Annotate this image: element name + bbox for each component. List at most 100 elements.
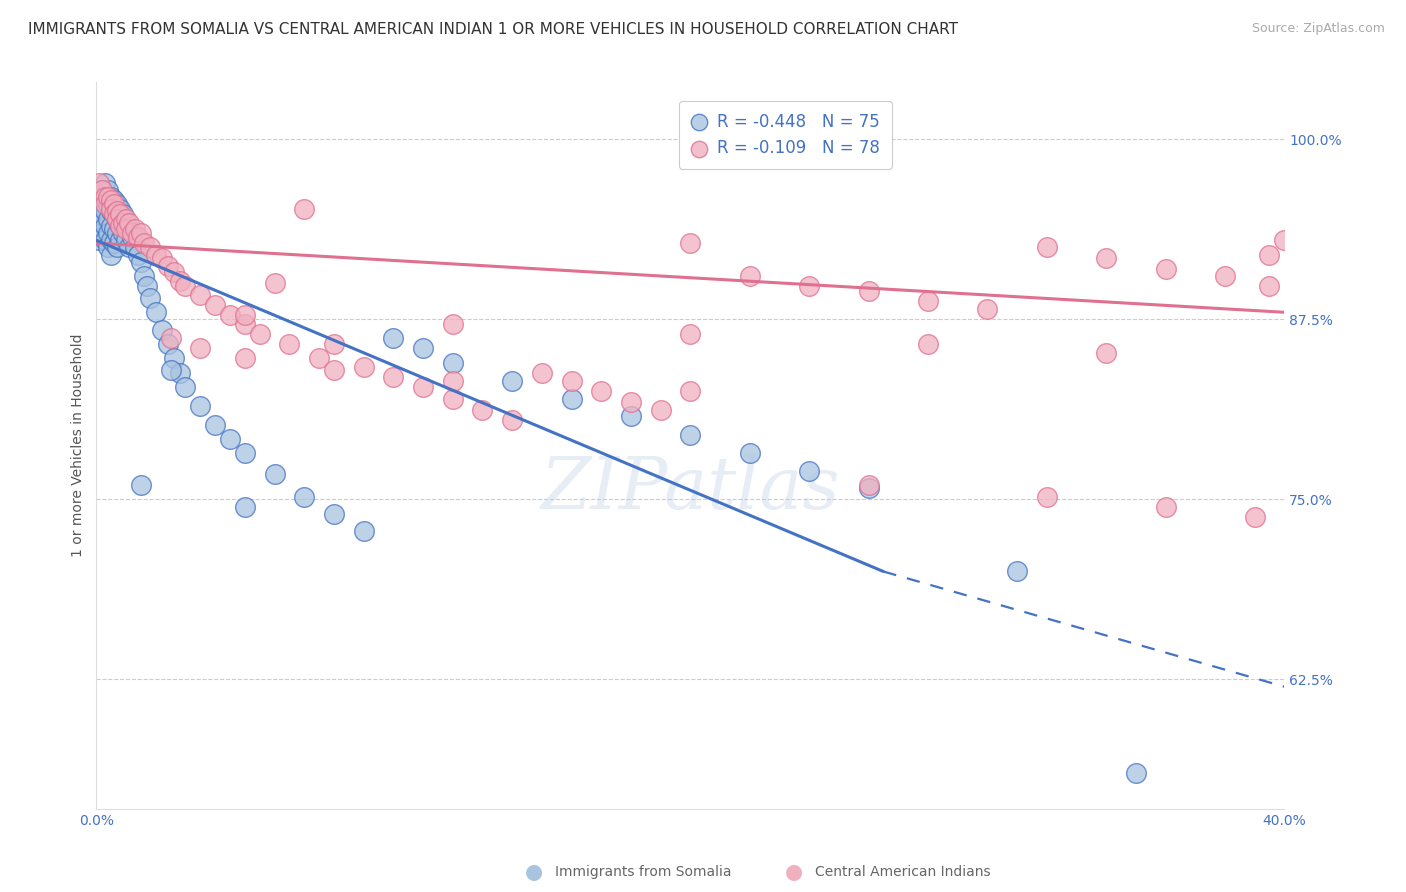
Point bbox=[124, 221, 146, 235]
Point bbox=[105, 197, 128, 211]
Point bbox=[94, 219, 117, 233]
Point bbox=[94, 190, 117, 204]
Legend: R = -0.448   N = 75, R = -0.109   N = 78: R = -0.448 N = 75, R = -0.109 N = 78 bbox=[679, 101, 891, 169]
Point bbox=[150, 251, 173, 265]
Point bbox=[103, 197, 125, 211]
Point bbox=[620, 394, 643, 409]
Point bbox=[441, 392, 464, 406]
Point bbox=[233, 446, 256, 460]
Point bbox=[917, 337, 939, 351]
Point bbox=[97, 183, 120, 197]
Point bbox=[292, 202, 315, 216]
Point bbox=[353, 524, 375, 538]
Point bbox=[127, 248, 149, 262]
Point bbox=[91, 183, 114, 197]
Point bbox=[219, 308, 242, 322]
Point bbox=[219, 432, 242, 446]
Point bbox=[162, 351, 184, 366]
Point bbox=[103, 221, 125, 235]
Point bbox=[105, 240, 128, 254]
Point bbox=[650, 403, 672, 417]
Point bbox=[97, 197, 120, 211]
Point bbox=[108, 219, 131, 233]
Text: ZIPatlas: ZIPatlas bbox=[540, 454, 841, 524]
Text: Immigrants from Somalia: Immigrants from Somalia bbox=[555, 865, 733, 880]
Point bbox=[94, 176, 117, 190]
Point bbox=[100, 202, 122, 216]
Point bbox=[89, 190, 111, 204]
Point bbox=[118, 240, 141, 254]
Point bbox=[501, 375, 523, 389]
Point bbox=[97, 190, 120, 204]
Point bbox=[233, 351, 256, 366]
Point bbox=[112, 207, 135, 221]
Text: ●: ● bbox=[526, 863, 543, 882]
Point bbox=[1095, 345, 1118, 359]
Point bbox=[162, 265, 184, 279]
Point bbox=[159, 331, 181, 345]
Point bbox=[412, 380, 434, 394]
Point bbox=[91, 197, 114, 211]
Point bbox=[278, 337, 301, 351]
Point bbox=[1258, 248, 1281, 262]
Point bbox=[129, 478, 152, 492]
Point bbox=[797, 279, 820, 293]
Point bbox=[530, 366, 553, 380]
Point bbox=[797, 464, 820, 478]
Point bbox=[858, 284, 880, 298]
Point bbox=[118, 216, 141, 230]
Point bbox=[323, 337, 346, 351]
Point bbox=[156, 259, 179, 273]
Point bbox=[441, 317, 464, 331]
Point bbox=[129, 226, 152, 240]
Point bbox=[174, 380, 197, 394]
Point bbox=[105, 204, 128, 219]
Point bbox=[124, 240, 146, 254]
Point bbox=[917, 293, 939, 308]
Point bbox=[97, 226, 120, 240]
Point bbox=[679, 427, 702, 442]
Point bbox=[858, 478, 880, 492]
Point bbox=[94, 233, 117, 247]
Point bbox=[204, 417, 226, 432]
Point bbox=[679, 384, 702, 399]
Point bbox=[89, 211, 111, 226]
Point bbox=[97, 211, 120, 226]
Point bbox=[679, 236, 702, 251]
Point bbox=[591, 384, 613, 399]
Point bbox=[150, 322, 173, 336]
Point bbox=[91, 183, 114, 197]
Point bbox=[1154, 262, 1177, 277]
Point bbox=[441, 375, 464, 389]
Point bbox=[1035, 240, 1057, 254]
Point bbox=[115, 221, 138, 235]
Point bbox=[118, 221, 141, 235]
Point bbox=[112, 226, 135, 240]
Point bbox=[121, 230, 143, 244]
Point bbox=[679, 326, 702, 341]
Point bbox=[1213, 269, 1236, 284]
Point bbox=[115, 211, 138, 226]
Point bbox=[412, 341, 434, 355]
Point bbox=[127, 230, 149, 244]
Point bbox=[188, 341, 211, 355]
Y-axis label: 1 or more Vehicles in Household: 1 or more Vehicles in Household bbox=[72, 334, 86, 558]
Point bbox=[94, 197, 117, 211]
Point bbox=[103, 207, 125, 221]
Point bbox=[382, 331, 405, 345]
Point bbox=[108, 207, 131, 221]
Point bbox=[174, 279, 197, 293]
Point bbox=[188, 288, 211, 302]
Point bbox=[353, 359, 375, 374]
Point bbox=[100, 233, 122, 247]
Point bbox=[115, 216, 138, 230]
Point bbox=[233, 500, 256, 514]
Point bbox=[108, 202, 131, 216]
Text: Source: ZipAtlas.com: Source: ZipAtlas.com bbox=[1251, 22, 1385, 36]
Point bbox=[91, 211, 114, 226]
Point bbox=[1258, 279, 1281, 293]
Point bbox=[1005, 565, 1028, 579]
Point bbox=[103, 193, 125, 207]
Point bbox=[103, 207, 125, 221]
Point bbox=[132, 269, 155, 284]
